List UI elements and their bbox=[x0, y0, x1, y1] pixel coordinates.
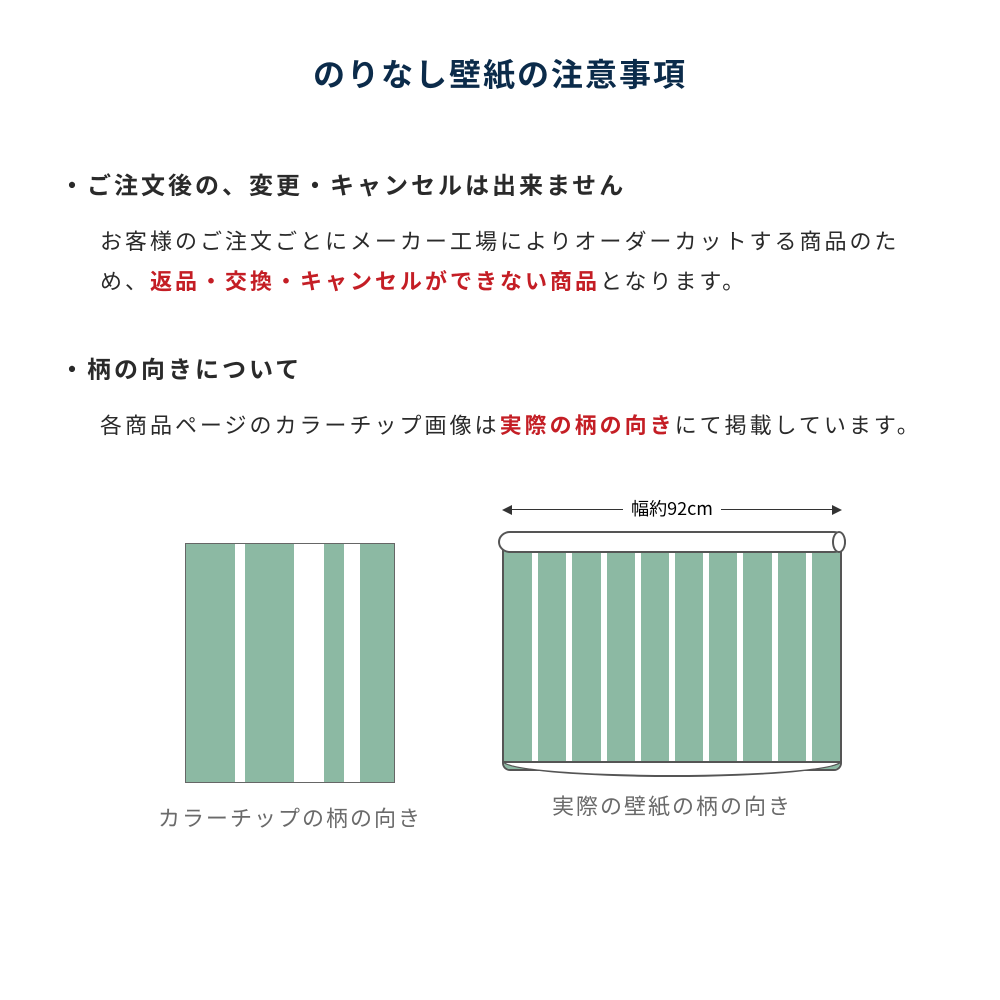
stripe bbox=[360, 544, 394, 782]
stripe bbox=[294, 544, 324, 782]
stripe bbox=[743, 542, 771, 769]
width-arrow: 幅約92cm bbox=[502, 495, 842, 525]
caption-right: 実際の壁紙の柄の向き bbox=[552, 789, 792, 821]
diagram-roll: 幅約92cm bbox=[502, 495, 842, 833]
stripe bbox=[324, 544, 344, 782]
stripe bbox=[186, 544, 235, 782]
section-pattern: ・柄の向きについて 各商品ページのカラーチップ画像は実際の柄の向きにて掲載してい… bbox=[60, 350, 940, 445]
section-cancel: ・ご注文後の、変更・キャンセルは出来ません お客様のご注文ごとにメーカー工場によ… bbox=[60, 166, 940, 300]
roll-tube bbox=[498, 531, 846, 553]
page-title: のりなし壁紙の注意事項 bbox=[60, 50, 940, 96]
stripe bbox=[504, 542, 532, 769]
section1-body: お客様のご注文ごとにメーカー工場によりオーダーカットする商品のため、返品・交換・… bbox=[60, 221, 940, 300]
stripe bbox=[812, 542, 840, 769]
stripe bbox=[709, 542, 737, 769]
roll-tube-end bbox=[832, 531, 846, 553]
stripe bbox=[235, 544, 245, 782]
section2-text-before: 各商品ページのカラーチップ画像は bbox=[100, 408, 500, 440]
stripe bbox=[538, 542, 566, 769]
color-chip-swatch bbox=[185, 543, 395, 783]
roll-curl bbox=[502, 761, 842, 777]
caption-left: カラーチップの柄の向き bbox=[158, 801, 422, 833]
width-label: 幅約92cm bbox=[623, 495, 721, 521]
wallpaper-roll bbox=[502, 531, 842, 771]
stripe bbox=[675, 542, 703, 769]
section2-text-after: にて掲載しています。 bbox=[675, 408, 922, 440]
section1-heading: ・ご注文後の、変更・キャンセルは出来ません bbox=[60, 166, 940, 201]
stripe bbox=[607, 542, 635, 769]
section2-highlight: 実際の柄の向き bbox=[500, 408, 675, 440]
stripe bbox=[778, 542, 806, 769]
stripe bbox=[344, 544, 360, 782]
roll-sheet bbox=[502, 542, 842, 771]
stripe bbox=[245, 544, 294, 782]
section1-text-after: となります。 bbox=[600, 264, 747, 296]
section1-highlight: 返品・交換・キャンセルができない商品 bbox=[150, 264, 600, 296]
section2-heading: ・柄の向きについて bbox=[60, 350, 940, 385]
arrow-left-icon bbox=[502, 505, 512, 515]
diagram-color-chip: カラーチップの柄の向き bbox=[158, 495, 422, 833]
arrow-right-icon bbox=[832, 505, 842, 515]
stripe bbox=[572, 542, 600, 769]
section2-body: 各商品ページのカラーチップ画像は実際の柄の向きにて掲載しています。 bbox=[60, 405, 940, 445]
diagrams-row: カラーチップの柄の向き 幅約92cm bbox=[60, 495, 940, 833]
stripe bbox=[641, 542, 669, 769]
